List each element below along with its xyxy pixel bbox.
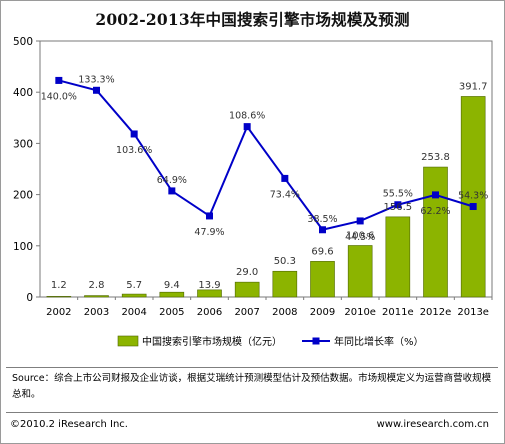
bar-value-label: 391.7 <box>459 81 488 92</box>
growth-value-label: 133.3% <box>78 74 114 85</box>
bar-value-label: 156.5 <box>384 202 413 213</box>
growth-value-label: 47.9% <box>194 227 224 238</box>
bar <box>385 216 411 298</box>
website-text: www.iresearch.com.cn <box>376 419 489 430</box>
bar-value-label: 2.8 <box>89 280 105 291</box>
growth-value-label: 38.5% <box>307 214 337 225</box>
y-tick-label: 300 <box>13 138 33 150</box>
x-tick-label: 2012e <box>420 307 452 318</box>
x-tick-label: 2003 <box>84 307 109 318</box>
bar <box>423 166 448 298</box>
growth-point <box>319 226 326 234</box>
bar <box>197 289 222 298</box>
bar <box>46 296 72 298</box>
bar <box>159 291 185 298</box>
y-tick-label: 400 <box>13 87 33 99</box>
bar <box>84 295 109 298</box>
x-tick-label: 2006 <box>197 307 222 318</box>
x-tick-label: 2013e <box>457 307 489 318</box>
legend-bar-label: 中国搜索引擎市场规模（亿元） <box>142 335 282 348</box>
bar-value-label: 1.2 <box>51 280 67 291</box>
y-tick-label: 0 <box>26 292 33 304</box>
x-tick-label: 2011e <box>382 307 414 318</box>
growth-value-label: 140.0% <box>41 91 77 102</box>
growth-value-label: 103.6% <box>116 145 152 156</box>
chart-title: 2002-2013年中国搜索引擎市场规模及预测 <box>95 10 410 29</box>
x-tick-label: 2010e <box>344 307 376 318</box>
growth-point <box>93 86 100 94</box>
growth-point <box>130 130 138 138</box>
growth-point <box>281 174 289 182</box>
growth-point <box>469 203 477 211</box>
source-note: Source：综合上市公司财报及企业访谈，根据艾瑞统计预测模型估计及预估数据。市… <box>6 367 498 413</box>
x-tick-label: 2002 <box>46 307 71 318</box>
bar-value-label: 50.3 <box>274 256 296 267</box>
bar <box>460 96 486 298</box>
growth-value-label: 73.4% <box>270 189 300 200</box>
growth-value-label: 54.3% <box>458 191 488 202</box>
bar <box>310 261 335 298</box>
growth-value-label: 62.2% <box>420 206 450 217</box>
x-tick-label: 2004 <box>121 307 146 318</box>
bar <box>121 293 147 298</box>
bar <box>347 245 373 298</box>
legend-line-label: 年同比增长率（%） <box>334 335 424 348</box>
y-tick-label: 100 <box>13 241 33 253</box>
bar <box>234 281 260 298</box>
growth-point <box>432 191 439 199</box>
bar-value-label: 100.6 <box>346 230 375 241</box>
legend-bar-swatch <box>117 335 139 347</box>
bar-value-label: 13.9 <box>198 280 220 291</box>
bar-value-label: 9.4 <box>164 280 180 291</box>
growth-line <box>58 79 474 231</box>
legend-line-marker <box>312 337 320 345</box>
bar-value-label: 29.0 <box>236 267 258 278</box>
bar-value-label: 69.6 <box>311 246 333 257</box>
y-tick-label: 200 <box>13 190 33 202</box>
x-tick-label: 2007 <box>234 307 259 318</box>
x-tick-label: 2005 <box>159 307 184 318</box>
growth-point <box>356 217 364 225</box>
growth-point <box>55 76 63 84</box>
growth-point <box>243 123 251 131</box>
growth-point <box>394 201 402 209</box>
growth-value-label: 64.9% <box>157 175 187 186</box>
growth-value-label: 44.5% <box>345 232 375 243</box>
x-tick-label: 2009 <box>310 307 335 318</box>
x-tick-label: 2008 <box>272 307 297 318</box>
source-text: Source：综合上市公司财报及企业访谈，根据艾瑞统计预测模型估计及预估数据。市… <box>12 373 492 400</box>
bar-value-label: 253.8 <box>421 152 450 163</box>
bar <box>272 270 298 298</box>
growth-point <box>206 212 213 220</box>
copyright-text: ©2010.2 iResearch Inc. <box>10 419 128 430</box>
growth-value-label: 55.5% <box>383 189 413 200</box>
growth-point <box>168 187 176 195</box>
growth-value-label: 108.6% <box>229 111 265 122</box>
y-tick-label: 500 <box>13 36 33 48</box>
bar-value-label: 5.7 <box>126 280 142 291</box>
